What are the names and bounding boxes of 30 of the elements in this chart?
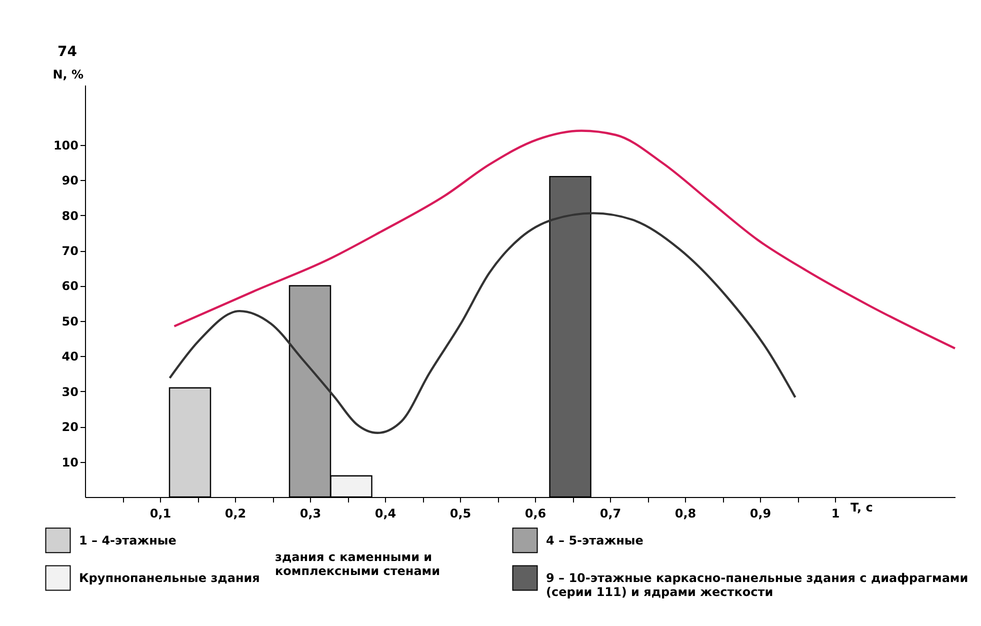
y-tick-label: 70: [62, 244, 78, 258]
legend-label: 9 – 10-этажные каркасно-панельные здания с диафрагмами (серии 111) и ядрами жесткости: [546, 571, 968, 599]
x-tick-label: 0,3: [300, 506, 322, 520]
legend-label: Крупнопанельные здания: [79, 571, 260, 585]
x-tick-label: 0,2: [224, 506, 246, 520]
x-axis-title: T, с: [850, 500, 873, 514]
y-tick-label: 100: [53, 138, 78, 152]
y-tick-label: 90: [62, 174, 78, 188]
y-axis-title: N, %: [52, 68, 84, 82]
x-tick-label: 0,7: [600, 506, 622, 520]
x-tick-label: 0,6: [524, 506, 546, 520]
y-tick-label: 60: [62, 279, 78, 294]
text: 74: [58, 44, 78, 60]
y-tick-label: 50: [62, 314, 78, 328]
x-tick-label: 0,8: [674, 506, 696, 520]
x-tick-label: 0,9: [750, 506, 772, 520]
y-tick-label: 80: [62, 208, 78, 223]
x-tick-label: 0,1: [150, 506, 172, 520]
y-tick-label: 30: [62, 384, 78, 399]
x-tick-label: 0,5: [450, 506, 472, 520]
x-tick-label: 1: [831, 506, 840, 520]
text: здания с каменными и комплексными стенами: [275, 550, 440, 578]
y-tick-label: 10: [62, 455, 78, 470]
y-tick-label: 20: [62, 420, 78, 434]
line-series: [168, 212, 796, 434]
line-series: [173, 130, 956, 350]
legend-label: 1 – 4-этажные: [79, 533, 176, 548]
x-tick-label: 0,4: [374, 506, 396, 520]
legend-label: 4 – 5-этажные: [546, 533, 644, 548]
y-tick-label: 40: [62, 350, 78, 364]
